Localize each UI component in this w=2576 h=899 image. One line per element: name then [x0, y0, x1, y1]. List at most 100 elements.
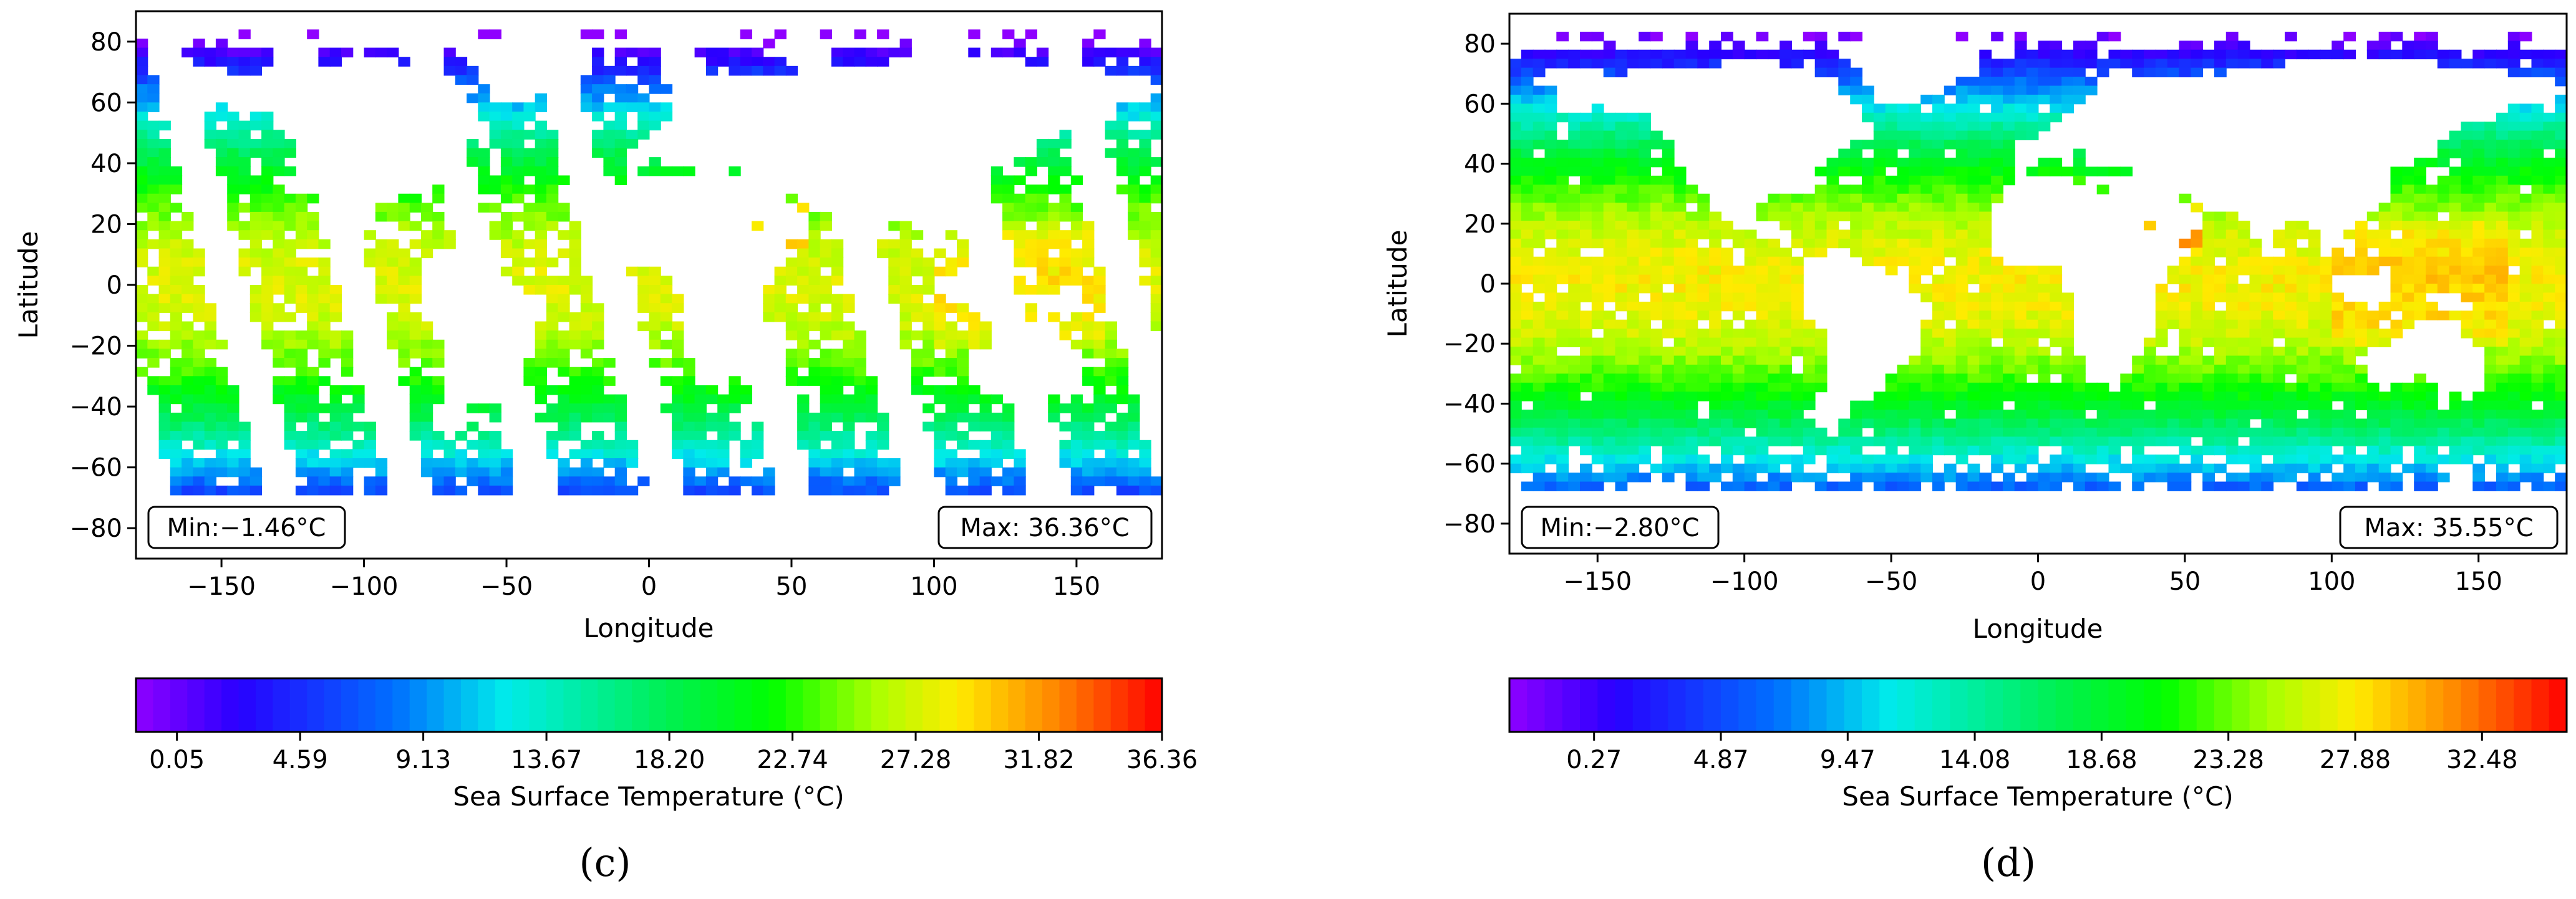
- sst-cell: [478, 431, 490, 441]
- sst-cell: [1979, 427, 1992, 438]
- sst-cell: [603, 65, 616, 76]
- sst-cell: [1615, 347, 1628, 357]
- sst-cell: [2026, 112, 2039, 123]
- sst-cell: [478, 102, 490, 112]
- sst-cell: [1627, 185, 1640, 195]
- sst-cell: [2167, 266, 2180, 276]
- sst-cell: [1791, 292, 1804, 302]
- sst-cell: [170, 440, 183, 450]
- sst-cell: [1650, 229, 1663, 239]
- sst-cell: [2555, 274, 2567, 284]
- sst-cell: [1556, 481, 1569, 491]
- sst-cell: [1697, 203, 1710, 213]
- sst-cell: [2061, 103, 2074, 113]
- sst-cell: [2285, 274, 2297, 284]
- sst-cell: [432, 239, 445, 249]
- sst-cell: [1791, 238, 1804, 249]
- sst-cell: [580, 75, 593, 85]
- sst-cell: [1885, 418, 1898, 428]
- sst-cell: [170, 358, 183, 368]
- sst-cell: [580, 458, 593, 468]
- sst-cell: [2461, 256, 2474, 267]
- sst-cell: [1814, 31, 1828, 42]
- sst-cell: [1979, 140, 1992, 150]
- sst-cell: [1920, 373, 1933, 383]
- sst-cell: [1756, 400, 1769, 410]
- sst-cell: [2496, 166, 2509, 176]
- sst-cell: [1591, 301, 1604, 312]
- sst-cell: [717, 431, 730, 441]
- colorbar-segment: [2055, 678, 2074, 732]
- sst-cell: [1662, 364, 1675, 375]
- sst-cell: [717, 403, 730, 413]
- sst-cell: [2155, 49, 2168, 60]
- sst-cell: [1721, 229, 1733, 239]
- sst-cell: [808, 358, 821, 368]
- sst-cell: [1580, 400, 1592, 410]
- colorbar-segment: [1025, 678, 1043, 732]
- sst-cell: [957, 312, 969, 322]
- sst-cell: [569, 367, 581, 377]
- sst-cell: [1967, 266, 1980, 276]
- sst-cell: [1721, 445, 1733, 456]
- sst-cell: [1568, 256, 1581, 267]
- sst-cell: [2061, 329, 2074, 339]
- sst-cell: [398, 266, 410, 277]
- sst-cell: [1082, 57, 1095, 67]
- sst-cell: [467, 75, 479, 85]
- sst-cell: [238, 476, 251, 486]
- sst-cell: [1139, 221, 1151, 231]
- sst-cell: [1627, 454, 1640, 464]
- sst-cell: [2437, 418, 2450, 428]
- sst-cell: [1615, 140, 1628, 150]
- sst-cell: [1756, 248, 1769, 257]
- sst-cell: [341, 476, 354, 486]
- sst-cell: [1002, 440, 1015, 450]
- colorbar-tick-label: 23.28: [2192, 746, 2264, 774]
- sst-cell: [432, 485, 445, 496]
- sst-cell: [1850, 238, 1862, 249]
- sst-cell: [1791, 473, 1804, 483]
- sst-cell: [193, 458, 205, 468]
- sst-cell: [1105, 476, 1117, 486]
- sst-cell: [2014, 355, 2027, 365]
- sst-cell: [478, 203, 490, 213]
- sst-cell: [204, 303, 216, 313]
- sst-cell: [1128, 65, 1140, 76]
- sst-cell: [2214, 67, 2227, 77]
- sst-cell: [307, 276, 319, 286]
- sst-cell: [432, 440, 445, 450]
- sst-cell: [2378, 392, 2391, 401]
- sst-cell: [797, 203, 810, 213]
- sst-cell: [238, 248, 251, 259]
- colorbar-segment: [307, 678, 325, 732]
- sst-cell: [2179, 373, 2192, 383]
- sst-cell: [398, 339, 410, 350]
- sst-cell: [193, 339, 205, 350]
- sst-cell: [1909, 122, 1922, 132]
- sst-cell: [2402, 418, 2415, 428]
- sst-cell: [1732, 347, 1745, 357]
- sst-cell: [1826, 229, 1839, 239]
- sst-cell: [1756, 427, 1769, 438]
- sst-cell: [1093, 266, 1106, 277]
- sst-cell: [1533, 229, 1546, 239]
- sst-cell: [1139, 38, 1151, 49]
- sst-cell: [626, 458, 639, 468]
- sst-cell: [2496, 112, 2509, 123]
- sst-cell: [558, 285, 570, 295]
- sst-cell: [1897, 140, 1910, 150]
- sst-cell: [865, 57, 878, 67]
- sst-cell: [2519, 122, 2532, 132]
- colorbar-segment: [2267, 678, 2285, 732]
- sst-cell: [227, 421, 240, 432]
- sst-cell: [2378, 329, 2391, 339]
- sst-cell: [2191, 337, 2204, 347]
- sst-cell: [1544, 122, 1557, 132]
- sst-cell: [2555, 103, 2567, 113]
- sst-cell: [1932, 347, 1945, 357]
- sst-cell: [2003, 319, 2015, 330]
- sst-cell: [2531, 229, 2544, 239]
- sst-cell: [2014, 67, 2027, 77]
- sst-cell: [261, 130, 274, 140]
